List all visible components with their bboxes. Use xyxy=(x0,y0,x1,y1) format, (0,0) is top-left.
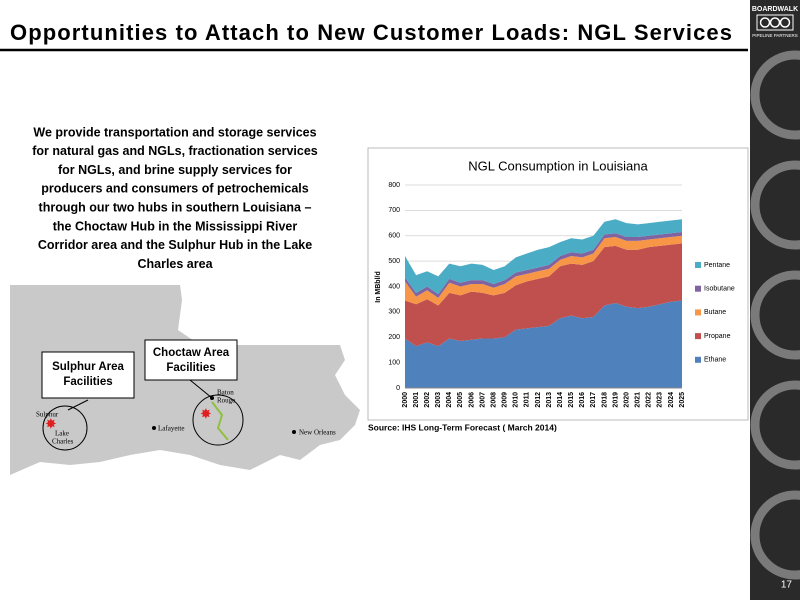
y-tick-label: 600 xyxy=(388,233,400,240)
body-line: for NGLs, and brine supply services for xyxy=(58,163,292,177)
area xyxy=(405,300,682,388)
x-tick-label: 2018 xyxy=(601,392,608,408)
place-label: Charles xyxy=(52,438,74,446)
x-tick-label: 2022 xyxy=(646,392,653,408)
callout-label: Sulphur Area xyxy=(52,361,124,373)
x-tick-label: 2009 xyxy=(502,392,509,408)
hub-star: ✸ xyxy=(45,416,57,432)
x-tick-label: 2011 xyxy=(524,392,531,407)
y-tick-label: 800 xyxy=(388,182,400,189)
body-line: We provide transportation and storage se… xyxy=(33,125,316,139)
y-tick-label: 200 xyxy=(388,334,400,341)
city-dot xyxy=(152,426,156,430)
x-tick-label: 2024 xyxy=(668,392,675,408)
x-tick-label: 2005 xyxy=(457,392,464,408)
body-line: Corridor area and the Sulphur Hub in the… xyxy=(38,238,312,252)
legend-label: Ethane xyxy=(704,357,726,364)
x-tick-label: 2007 xyxy=(479,392,486,408)
slide-title: Opportunities to Attach to New Customer … xyxy=(10,20,732,45)
area xyxy=(405,231,682,298)
y-tick-label: 500 xyxy=(388,258,400,265)
body-line: the Choctaw Hub in the Mississippi River xyxy=(53,219,298,233)
legend-label: Pentane xyxy=(704,262,730,269)
legend-swatch xyxy=(695,356,701,363)
place-label: Lake xyxy=(55,430,69,438)
callout-box xyxy=(41,351,135,399)
x-tick-label: 2021 xyxy=(635,392,642,408)
logo-rings xyxy=(759,17,791,28)
place-label: Baton xyxy=(217,389,234,397)
x-tick-label: 2008 xyxy=(490,392,497,408)
body-line: for natural gas and NGLs, fractionation … xyxy=(32,144,318,158)
legend-label: Isobutane xyxy=(704,286,735,293)
logo-name: BOARDWALK xyxy=(752,6,798,13)
logo-subtitle: PIPELINE PARTNERS xyxy=(752,33,798,38)
x-tick-label: 2002 xyxy=(424,392,431,408)
x-tick-label: 2023 xyxy=(657,392,664,408)
x-tick-label: 2020 xyxy=(623,392,630,408)
place-label: Sulphur xyxy=(36,411,59,419)
sidebar-arcs xyxy=(750,50,800,580)
callout-label: Facilities xyxy=(63,376,112,388)
area xyxy=(405,235,682,306)
callout-arrow xyxy=(67,399,89,411)
area xyxy=(405,219,682,295)
chart-title: NGL Consumption in Louisiana xyxy=(468,158,648,173)
callout-label: Choctaw Area xyxy=(153,347,230,359)
y-tick-label: 100 xyxy=(388,359,400,366)
hub-star: ✸ xyxy=(200,406,212,422)
page-number: 17 xyxy=(781,580,793,591)
body-line: producers and consumers of petrochemical… xyxy=(41,182,308,196)
legend-label: Butane xyxy=(704,309,726,316)
x-tick-label: 2014 xyxy=(557,392,564,408)
city-dot xyxy=(292,430,296,434)
place-label: Rouge xyxy=(217,397,235,405)
legend-swatch xyxy=(695,309,701,316)
city-dot xyxy=(210,396,214,400)
x-tick-label: 2025 xyxy=(679,392,686,408)
y-axis-label: In MBbl/d xyxy=(375,271,382,303)
x-tick-label: 2015 xyxy=(568,392,575,408)
callout-arrow xyxy=(189,379,213,399)
x-tick-label: 2006 xyxy=(468,392,475,408)
place-label: New Orleans xyxy=(299,429,336,437)
area xyxy=(405,243,682,347)
body-text: We provide transportation and storage se… xyxy=(32,125,318,271)
y-tick-label: 700 xyxy=(388,207,400,214)
source-note: Source: IHS Long-Term Forecast ( March 2… xyxy=(368,422,557,432)
pipeline xyxy=(211,401,229,441)
body-line: Charles area xyxy=(137,257,213,271)
legend-swatch xyxy=(695,333,701,340)
x-tick-label: 2010 xyxy=(513,392,520,408)
legend-label: Propane xyxy=(704,333,731,340)
legend-swatch xyxy=(695,285,701,292)
x-tick-label: 2012 xyxy=(535,392,542,408)
x-tick-label: 2019 xyxy=(612,392,619,408)
place-label: Lafayette xyxy=(158,425,184,433)
x-tick-label: 2001 xyxy=(413,392,420,408)
x-tick-label: 2003 xyxy=(435,392,442,408)
x-tick-label: 2017 xyxy=(590,392,597,408)
y-tick-label: 400 xyxy=(388,283,400,290)
x-tick-label: 2000 xyxy=(402,392,409,408)
y-tick-label: 300 xyxy=(388,309,400,316)
choctaw-circle xyxy=(192,394,244,446)
logo-box xyxy=(756,14,794,31)
legend-swatch xyxy=(695,262,701,268)
x-tick-label: 2013 xyxy=(546,392,553,408)
callout-box xyxy=(144,339,238,381)
x-tick-label: 2004 xyxy=(446,392,453,408)
y-tick-label: 0 xyxy=(396,385,400,392)
x-tick-label: 2016 xyxy=(579,392,586,408)
body-line: through our two hubs in southern Louisia… xyxy=(39,200,312,214)
sulphur-circle xyxy=(42,405,88,451)
callout-label: Facilities xyxy=(166,362,215,374)
